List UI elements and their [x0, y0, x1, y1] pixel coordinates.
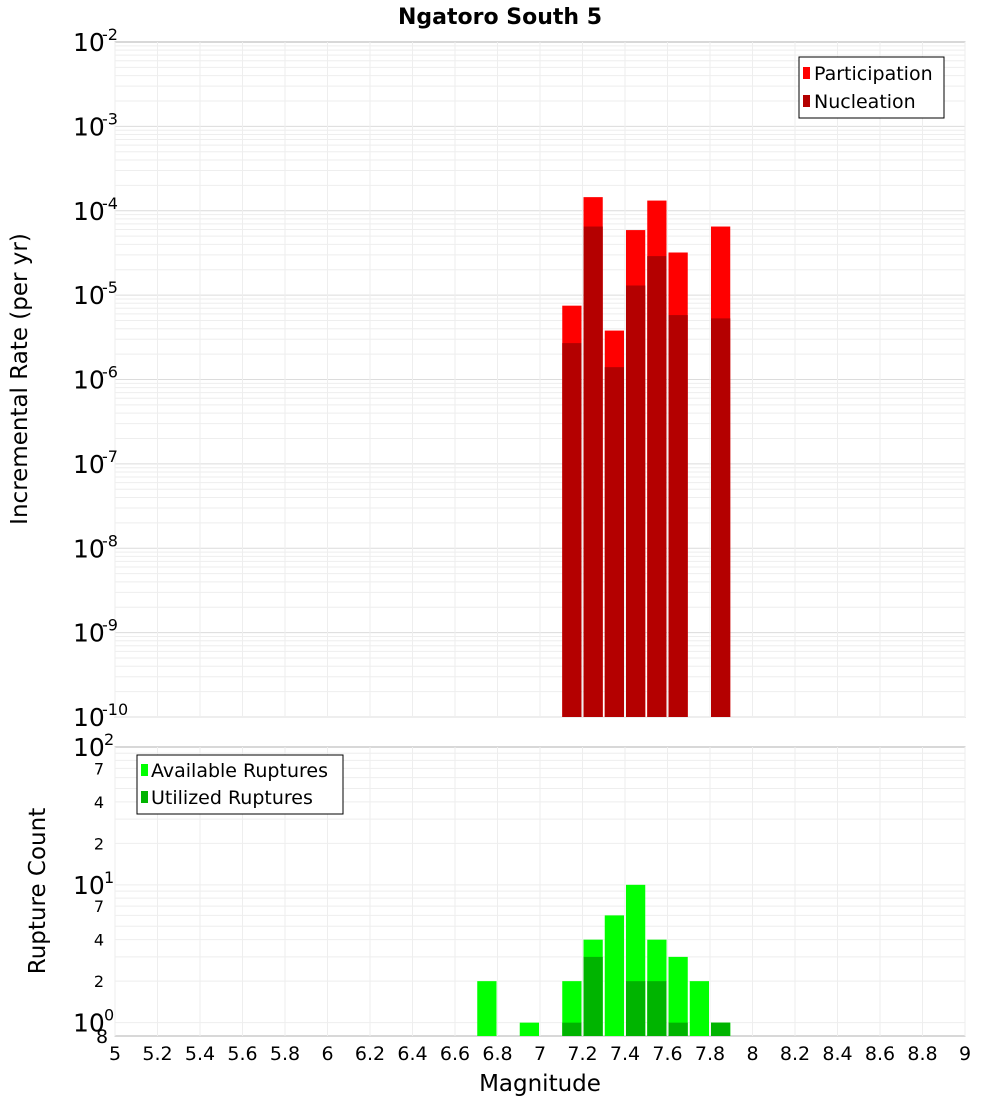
- x-tick-label: 5.4: [185, 1043, 215, 1065]
- legend-swatch-utilized: [141, 791, 148, 803]
- legend-label-nucleation: Nucleation: [814, 91, 916, 113]
- x-axis-label: Magnitude: [479, 1071, 601, 1097]
- x-tick-label: 7.2: [567, 1043, 597, 1065]
- legend-swatch-available: [141, 764, 148, 776]
- count-bar-a: [562, 981, 582, 1036]
- rate-y-tick-exponent: -4: [102, 194, 118, 213]
- rate-y-tick-exponent: -10: [102, 700, 128, 719]
- count-y-minor-label: 4: [94, 931, 104, 950]
- rate-y-tick-exponent: -7: [102, 447, 118, 466]
- rate-y-tick-label: 10: [73, 112, 105, 141]
- rate-legend-box: [798, 56, 945, 119]
- count-y-minor-label: 7: [94, 897, 104, 916]
- x-tick-label: 6.8: [482, 1043, 512, 1065]
- x-tick-label: 6.2: [355, 1043, 385, 1065]
- count-y-tick-label: 10: [73, 871, 105, 900]
- count-y-tick-label: 10: [73, 1009, 105, 1038]
- count-y-tick-exponent: 2: [104, 730, 114, 749]
- rate-y-tick-label: 10: [73, 197, 105, 226]
- count-bar-a: [604, 915, 624, 1036]
- count-bar-b: [626, 981, 646, 1036]
- x-ticks: 5 5.2 5.4 5.6 5.8 6 6.2 6.4 6.6 6.8 7 7.2 7.4 7.6 7.8 8…: [109, 1043, 971, 1065]
- x-tick-label: 5: [109, 1043, 121, 1065]
- rate-bar-b: [668, 315, 688, 717]
- count-legend-box: [136, 754, 344, 815]
- x-tick-label: 6.6: [440, 1043, 470, 1065]
- rate-y-tick-exponent: -3: [102, 109, 118, 128]
- x-tick-label: 5.8: [270, 1043, 300, 1065]
- rate-y-tick-exponent: -9: [102, 616, 118, 635]
- count-y-minor-label: 2: [94, 972, 104, 991]
- count-bar-b: [647, 981, 667, 1036]
- count-bar-b: [583, 956, 603, 1036]
- rate-y-tick-label: 10: [73, 703, 105, 732]
- rate-bar-b: [604, 367, 624, 717]
- x-tick-label: 6: [321, 1043, 333, 1065]
- x-tick-label: 6.4: [397, 1043, 427, 1065]
- x-tick-label: 8.6: [865, 1043, 895, 1065]
- legend-label-available: Available Ruptures: [151, 760, 328, 782]
- legend-swatch-participation: [803, 67, 810, 79]
- rate-grid: [114, 42, 966, 718]
- x-tick-label: 7: [534, 1043, 546, 1065]
- count-y-axis-label: Rupture Count: [25, 808, 51, 974]
- x-tick-label: 9: [959, 1043, 971, 1065]
- count-bar-b: [668, 1022, 688, 1036]
- legend-label-utilized: Utilized Ruptures: [151, 787, 313, 809]
- count-bar-a: [477, 981, 497, 1036]
- x-tick-label: 5.2: [142, 1043, 172, 1065]
- x-tick-label: 8.8: [907, 1043, 937, 1065]
- count-y-minor-label: 4: [94, 793, 104, 812]
- rate-bar-b: [711, 318, 731, 717]
- rate-y-tick-label: 10: [73, 619, 105, 648]
- x-tick-label: 7.6: [652, 1043, 682, 1065]
- x-tick-label: 8: [746, 1043, 758, 1065]
- count-bars: [477, 884, 731, 1036]
- count-legend: Available Ruptures Utilized Ruptures: [136, 754, 344, 815]
- rate-bar-b: [562, 343, 582, 717]
- x-tick-label: 5.6: [227, 1043, 257, 1065]
- x-tick-label: 7.8: [695, 1043, 725, 1065]
- rate-legend: Participation Nucleation: [798, 56, 945, 119]
- rate-bar-b: [583, 226, 603, 717]
- rate-y-tick-label: 10: [73, 366, 105, 395]
- count-y-tick-exponent: 0: [104, 1006, 114, 1025]
- count-bar-a: [668, 956, 688, 1036]
- count-y-tick-label: 10: [73, 733, 105, 762]
- count-y-tick-exponent: 1: [104, 868, 114, 887]
- rate-bar-b: [626, 285, 646, 717]
- count-y-minor-label: 2: [94, 834, 104, 853]
- count-bar-b: [711, 1022, 731, 1036]
- count-bar-a: [689, 981, 709, 1036]
- x-tick-label: 8.2: [780, 1043, 810, 1065]
- rate-y-tick-label: 10: [73, 281, 105, 310]
- rate-bars: [562, 197, 731, 718]
- rate-bar-b: [647, 256, 667, 717]
- x-tick-label: 7.4: [610, 1043, 640, 1065]
- rate-y-tick-exponent: -5: [102, 278, 118, 297]
- rate-y-tick-label: 10: [73, 28, 105, 57]
- chart-title: Ngatoro South 5: [398, 5, 602, 30]
- rate-y-tick-exponent: -8: [102, 531, 118, 550]
- legend-label-participation: Participation: [814, 63, 933, 85]
- rate-y-tick-exponent: -2: [102, 25, 118, 44]
- x-tick-label: 8.4: [822, 1043, 852, 1065]
- count-y-minor-label: 7: [94, 759, 104, 778]
- rate-y-axis-label: Incremental Rate (per yr): [7, 233, 33, 525]
- rate-y-tick-label: 10: [73, 450, 105, 479]
- rate-y-tick-exponent: -6: [102, 363, 118, 382]
- rate-y-tick-label: 10: [73, 534, 105, 563]
- legend-swatch-nucleation: [803, 95, 810, 107]
- count-bar-b: [562, 1022, 582, 1036]
- count-bar-a: [519, 1022, 539, 1036]
- count-y-bottom-label: 8: [96, 1026, 108, 1048]
